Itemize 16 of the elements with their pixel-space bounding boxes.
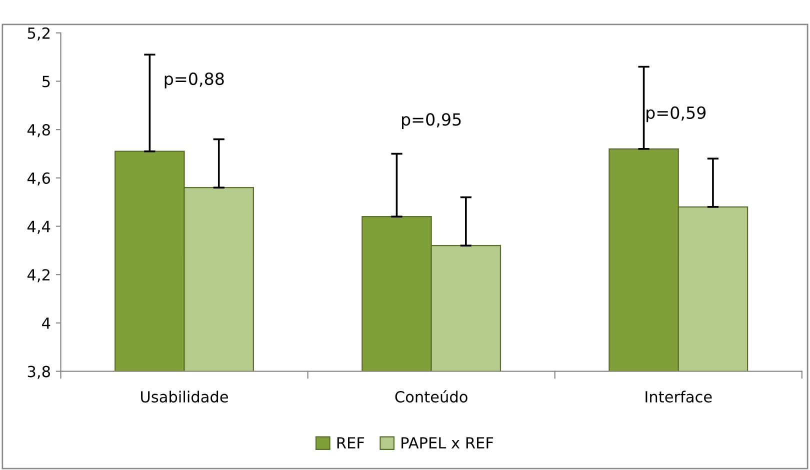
x-tick-label: Interface bbox=[646, 390, 712, 403]
y-tick-label: 4,4 bbox=[27, 220, 50, 234]
annotation: p=0,59 bbox=[646, 106, 706, 122]
y-tick-label: 4,6 bbox=[27, 172, 50, 186]
x-tick-label: Usabilidade bbox=[141, 390, 228, 403]
annotation: p=0,88 bbox=[164, 72, 224, 88]
y-tick-label: 4 bbox=[42, 318, 50, 329]
y-tick-label: 3,8 bbox=[28, 366, 50, 379]
x-tick-label: Conteúdo bbox=[395, 390, 468, 403]
legend-label: REF bbox=[337, 437, 364, 448]
y-tick-label: 4,2 bbox=[27, 269, 50, 282]
annotation: p=0,95 bbox=[402, 113, 461, 129]
legend-label: PAPEL x REF bbox=[402, 437, 494, 448]
y-tick-label: 5 bbox=[42, 76, 50, 88]
y-tick-label: 5,2 bbox=[28, 27, 50, 40]
y-tick-label: 4,8 bbox=[27, 124, 50, 138]
